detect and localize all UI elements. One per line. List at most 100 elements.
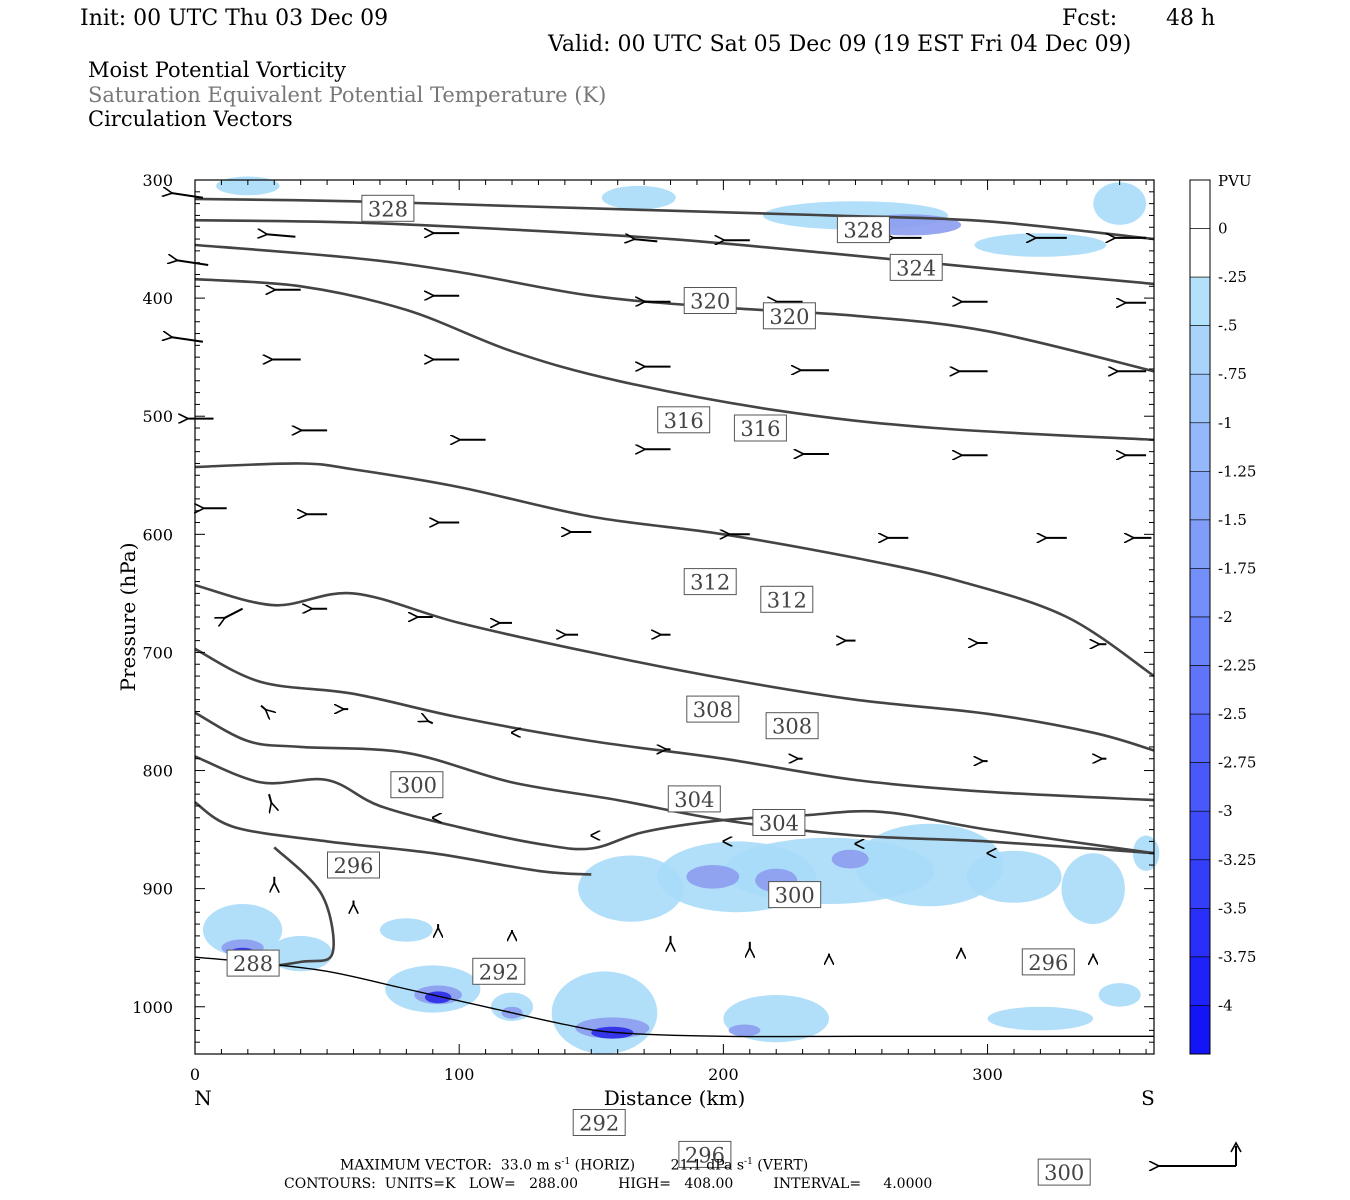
contour-label-316: 316 — [740, 417, 780, 441]
x-axis-label: Distance (km) — [604, 1086, 746, 1110]
contour-label-box — [686, 695, 740, 723]
vector-arrow — [260, 704, 266, 711]
colorbar-frame — [1189, 179, 1211, 1055]
contour-label-320: 320 — [769, 305, 809, 329]
contour-320 — [194, 243, 1155, 373]
contour-328 — [194, 197, 1155, 241]
contour-label-box — [657, 406, 711, 434]
colorbar-swatch — [1189, 276, 1211, 326]
colorbar-label: -2 — [1218, 608, 1233, 626]
colorbar-swatch — [1189, 665, 1211, 715]
pv-shading — [203, 176, 1160, 1054]
colorbar-swatch — [1189, 422, 1211, 472]
contour-label-300: 300 — [397, 774, 437, 798]
vector-arrow — [428, 721, 434, 725]
contour-324 — [194, 218, 1155, 286]
pv-area — [974, 233, 1107, 257]
forecast-hour: 48 h — [1166, 6, 1216, 31]
colorbar-label: -4 — [1218, 996, 1233, 1014]
colorbar-label: -1.75 — [1218, 559, 1256, 577]
contour-label-box — [768, 881, 822, 909]
colorbar-label: -.25 — [1218, 268, 1247, 286]
contour-label-320: 320 — [690, 290, 730, 314]
contour-label-324: 324 — [896, 256, 936, 280]
forecast-label: Fcst: — [1062, 6, 1118, 31]
colorbar-label: -3.5 — [1218, 899, 1247, 917]
contour-label-box — [733, 414, 787, 442]
plot-frame — [194, 179, 1155, 1055]
contour-label-box — [327, 851, 380, 879]
pv-area — [1093, 182, 1147, 225]
colorbar-swatch — [1189, 859, 1211, 909]
y-tick-label: 900 — [142, 880, 173, 899]
contour-label-box — [889, 253, 943, 281]
valid-time: Valid: 00 UTC Sat 05 Dec 09 (19 EST Fri … — [548, 32, 1132, 57]
pv-area — [728, 1024, 761, 1037]
contour-label-box — [836, 216, 890, 244]
pv-area — [203, 904, 283, 956]
field-title-vectors: Circulation Vectors — [88, 107, 293, 131]
contour-label-308: 308 — [772, 715, 812, 739]
contour-308 — [194, 583, 1155, 752]
pv-area — [216, 176, 280, 196]
contour-labels: 328 328 324 320 320 316 316 312 312 308 308 304 304 3… — [226, 194, 1091, 1186]
colorbar-swatch — [1189, 616, 1211, 666]
pv-area — [551, 971, 658, 1054]
circulation-vectors — [171, 193, 1152, 956]
contour-label-box — [390, 771, 444, 799]
south-label: S — [1141, 1086, 1155, 1110]
init-time: Init: 00 UTC Thu 03 Dec 09 — [80, 6, 389, 31]
contour-label-328: 328 — [368, 197, 408, 221]
pv-area — [601, 185, 676, 210]
vector-arrow — [171, 193, 204, 199]
contour-label-box — [1037, 1158, 1091, 1186]
colorbar-label: -2.25 — [1218, 657, 1256, 675]
contour-label-box — [683, 568, 737, 596]
vector-arrow — [224, 607, 244, 619]
colorbar-swatch — [1189, 810, 1211, 861]
colorbar-label: -2.75 — [1218, 754, 1256, 772]
colorbar-swatch — [1189, 519, 1211, 569]
contour-316 — [194, 277, 1155, 442]
colorbar-label: -3.25 — [1218, 851, 1256, 869]
y-tick-label: 500 — [142, 407, 173, 426]
y-tick-label: 400 — [142, 289, 173, 308]
contour-label-box — [667, 785, 721, 813]
terrain-line — [194, 956, 1154, 1038]
contour-label-308: 308 — [693, 698, 733, 722]
contour-label-box — [361, 194, 415, 222]
contour-label-296: 296 — [1028, 951, 1068, 975]
pv-area — [578, 855, 684, 922]
north-label: N — [194, 1086, 212, 1110]
colorbar-swatch — [1189, 1005, 1211, 1055]
field-title-thetae: Saturation Equivalent Potential Temperat… — [88, 83, 607, 107]
pv-area — [855, 823, 1004, 907]
contour-label-box — [752, 809, 806, 836]
colorbar-swatch — [1189, 179, 1211, 229]
contour-300 — [194, 711, 1155, 855]
contour-label-296: 296 — [333, 854, 373, 878]
contour-label-304: 304 — [759, 812, 799, 836]
contour-label-box — [678, 1140, 732, 1168]
contour-label-312: 312 — [767, 588, 807, 612]
colorbar-swatch — [1189, 568, 1211, 618]
pv-area — [424, 991, 452, 1004]
pv-area — [379, 918, 433, 942]
colorbar-label: -3.75 — [1218, 948, 1256, 966]
contour-label-box — [472, 957, 526, 985]
colorbar-label: -1 — [1218, 414, 1233, 432]
contour-label-328: 328 — [843, 219, 883, 243]
colorbar-label: -1.5 — [1218, 511, 1247, 529]
colorbar-swatch — [1189, 228, 1211, 278]
contour-label-box — [683, 287, 737, 314]
y-tick-label: 800 — [142, 762, 173, 781]
colorbar-unit: PVU — [1218, 172, 1252, 190]
colorbar-label: -.5 — [1218, 317, 1237, 335]
pv-area — [269, 935, 333, 972]
colorbar-label: -2.5 — [1218, 705, 1247, 723]
contour-292 — [194, 801, 592, 876]
axes: 300 400 500 600 700 800 900 1000 0 100 200 300 Dista… — [116, 171, 1155, 1110]
vector-arrow — [268, 793, 272, 803]
pv-area — [966, 850, 1062, 903]
